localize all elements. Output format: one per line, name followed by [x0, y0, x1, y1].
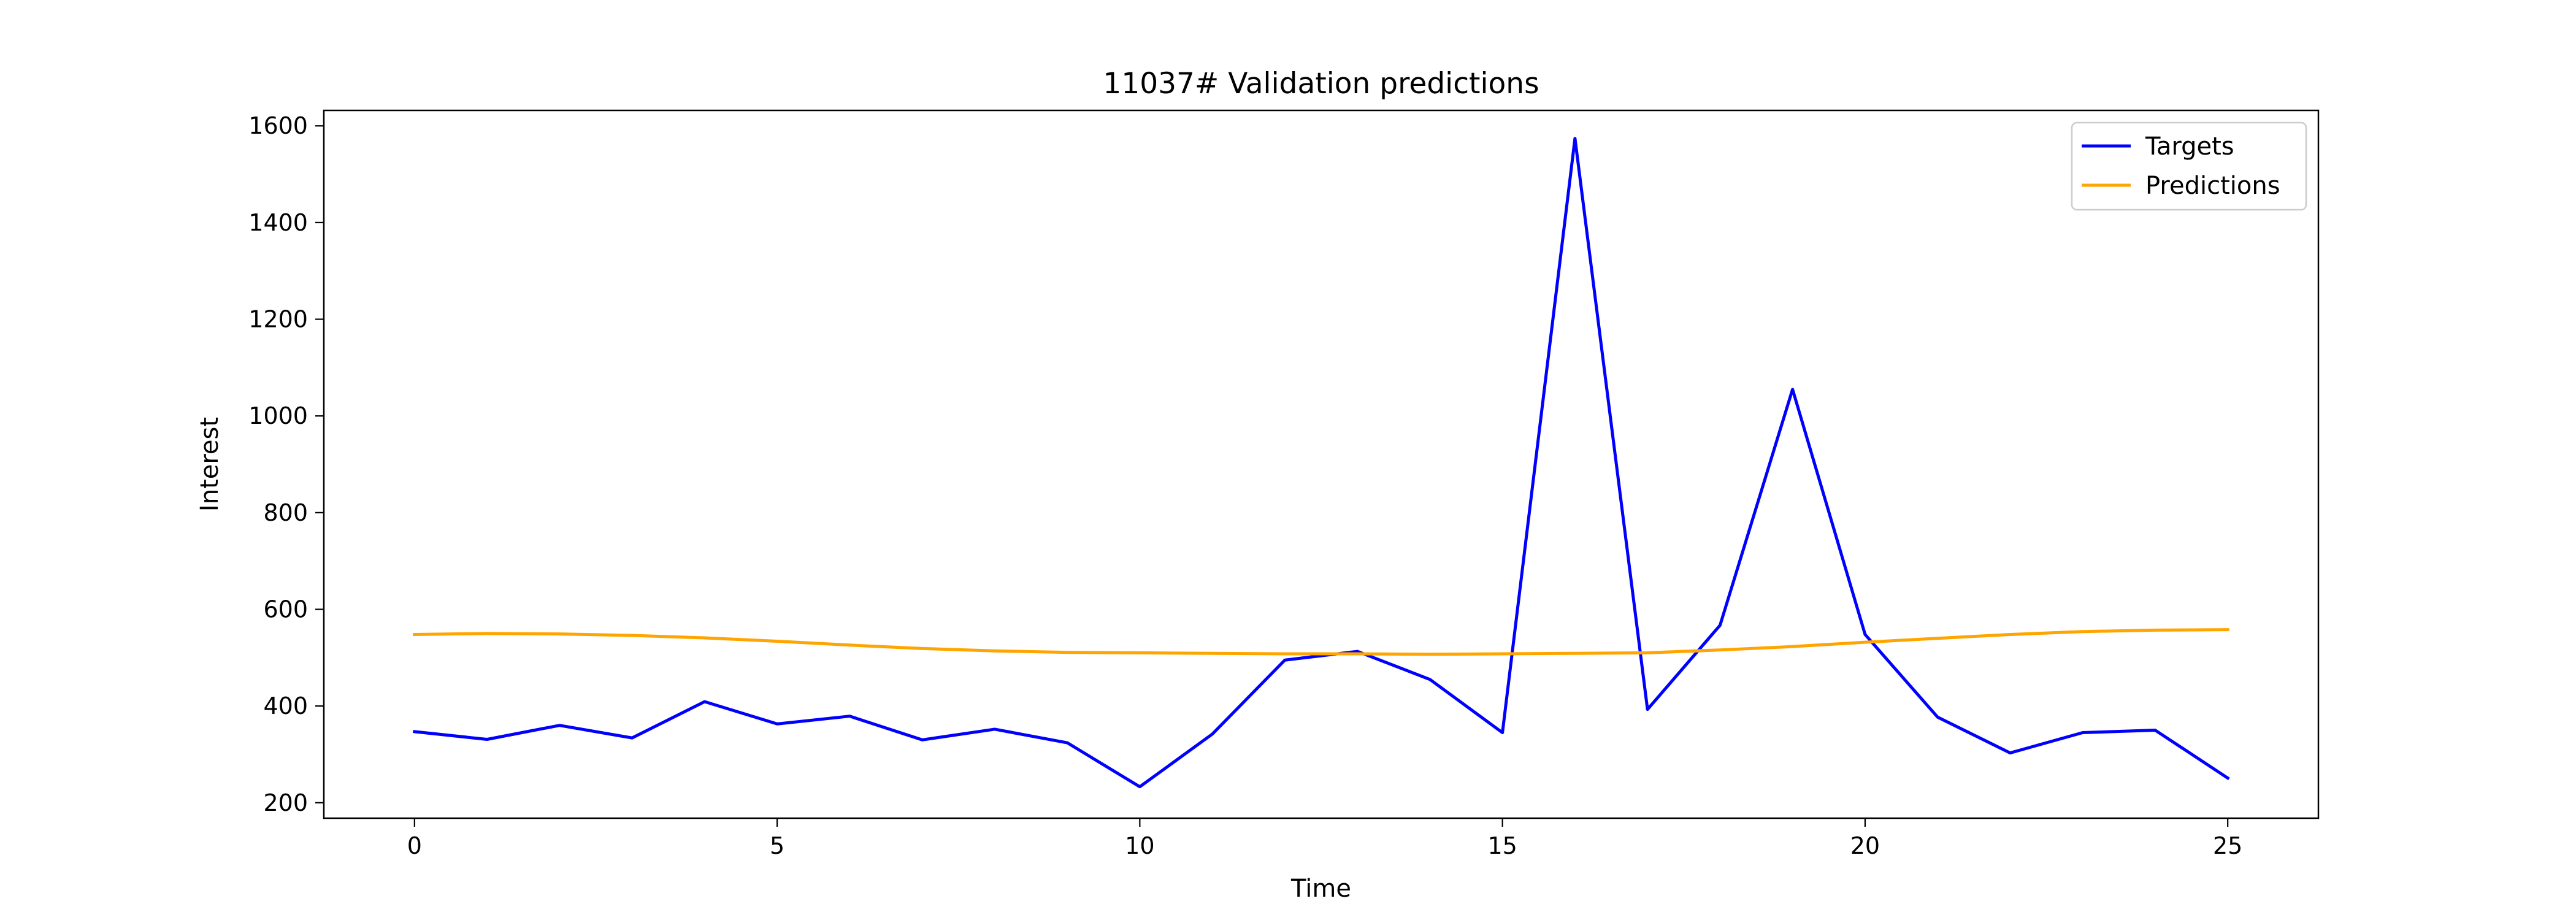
x-tick-label: 25	[2213, 832, 2242, 859]
y-tick-label: 1000	[248, 402, 308, 429]
series-line-targets	[413, 137, 2230, 789]
series-line-predictions	[413, 628, 2229, 656]
x-tick-label: 20	[1850, 832, 1880, 859]
chart-title: 11037# Validation predictions	[1103, 67, 1539, 101]
y-tick-label: 800	[263, 499, 308, 526]
y-tick-label: 200	[263, 789, 308, 816]
series-layer	[413, 137, 2230, 789]
y-tick-label: 1400	[248, 209, 308, 236]
x-tick-label: 0	[407, 832, 422, 859]
y-tick-label: 1200	[248, 306, 308, 333]
y-tick-label: 600	[263, 596, 308, 623]
x-axis: 0 5 10 15 20 25	[407, 818, 2242, 859]
y-axis-label: Interest	[196, 417, 224, 512]
plot-area-frame	[323, 109, 2320, 819]
legend: Targets Predictions	[2071, 121, 2307, 211]
y-tick-label: 1600	[248, 112, 308, 139]
legend-label: Predictions	[2145, 172, 2280, 200]
x-tick-label: 5	[770, 832, 784, 859]
x-tick-label: 10	[1125, 832, 1154, 859]
y-tick-label: 400	[263, 692, 308, 719]
y-axis: 200 400 600 800 1000 1200 1400 1600	[248, 112, 324, 816]
legend-label: Targets	[2145, 132, 2234, 161]
x-axis-label: Time	[1290, 875, 1351, 903]
x-tick-label: 15	[1487, 832, 1517, 859]
